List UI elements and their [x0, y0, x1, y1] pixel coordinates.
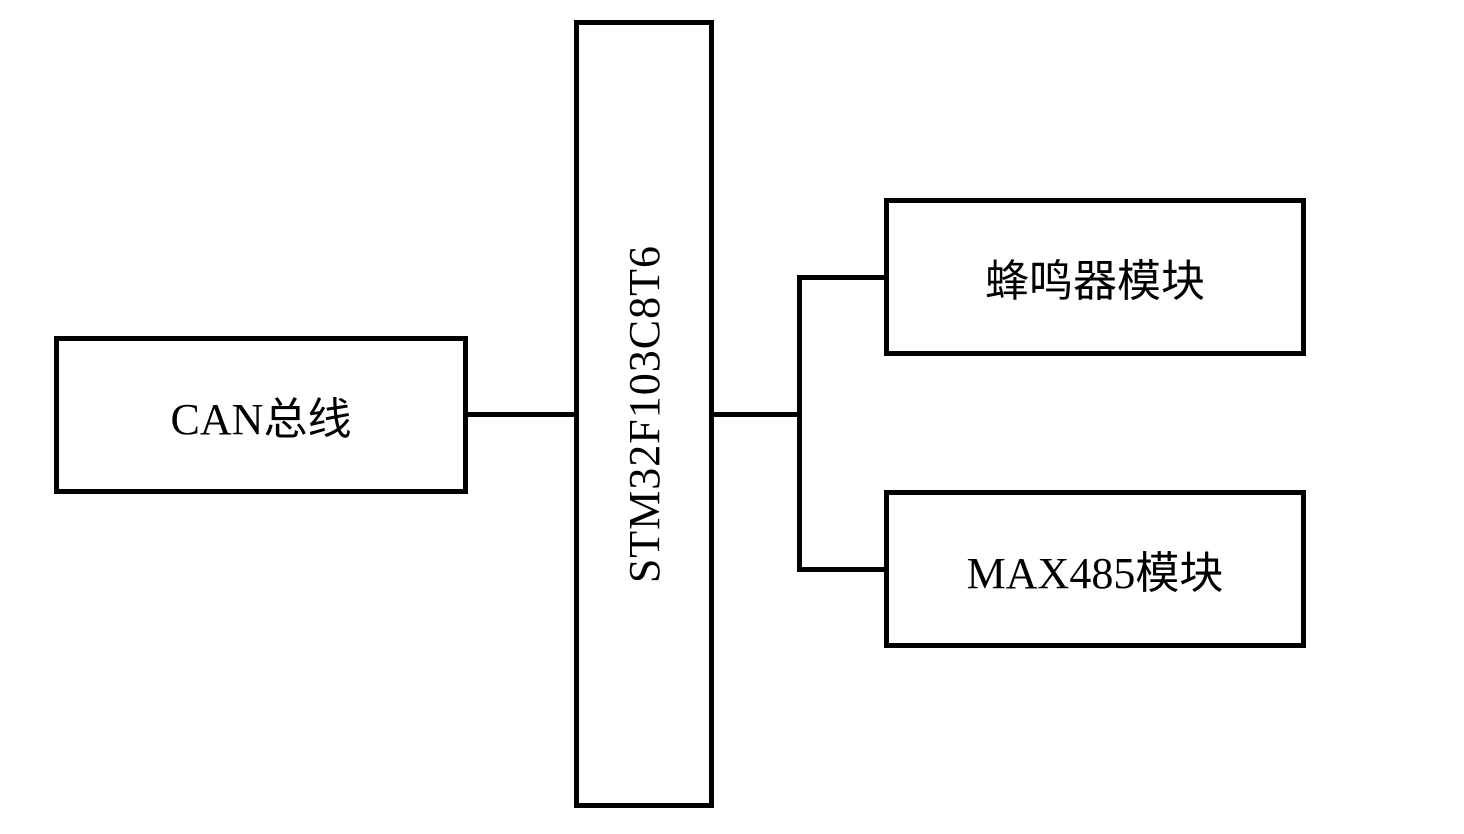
- block-buzzer-label: 蜂鸣器模块: [985, 245, 1205, 309]
- connector-mcu-right-stub: [714, 412, 802, 417]
- block-mcu: STM32F103C8T6: [574, 20, 714, 808]
- block-buzzer: 蜂鸣器模块: [884, 198, 1306, 356]
- connector-to-max485: [797, 567, 884, 572]
- connector-can-to-mcu: [468, 412, 574, 417]
- connector-vertical-bus: [797, 275, 802, 572]
- block-max485-label: MAX485模块: [967, 537, 1224, 601]
- connector-to-buzzer: [797, 275, 884, 280]
- block-can-bus-label: CAN总线: [171, 383, 352, 447]
- block-max485: MAX485模块: [884, 490, 1306, 648]
- block-can-bus: CAN总线: [54, 336, 468, 494]
- block-mcu-label: STM32F103C8T6: [619, 245, 670, 583]
